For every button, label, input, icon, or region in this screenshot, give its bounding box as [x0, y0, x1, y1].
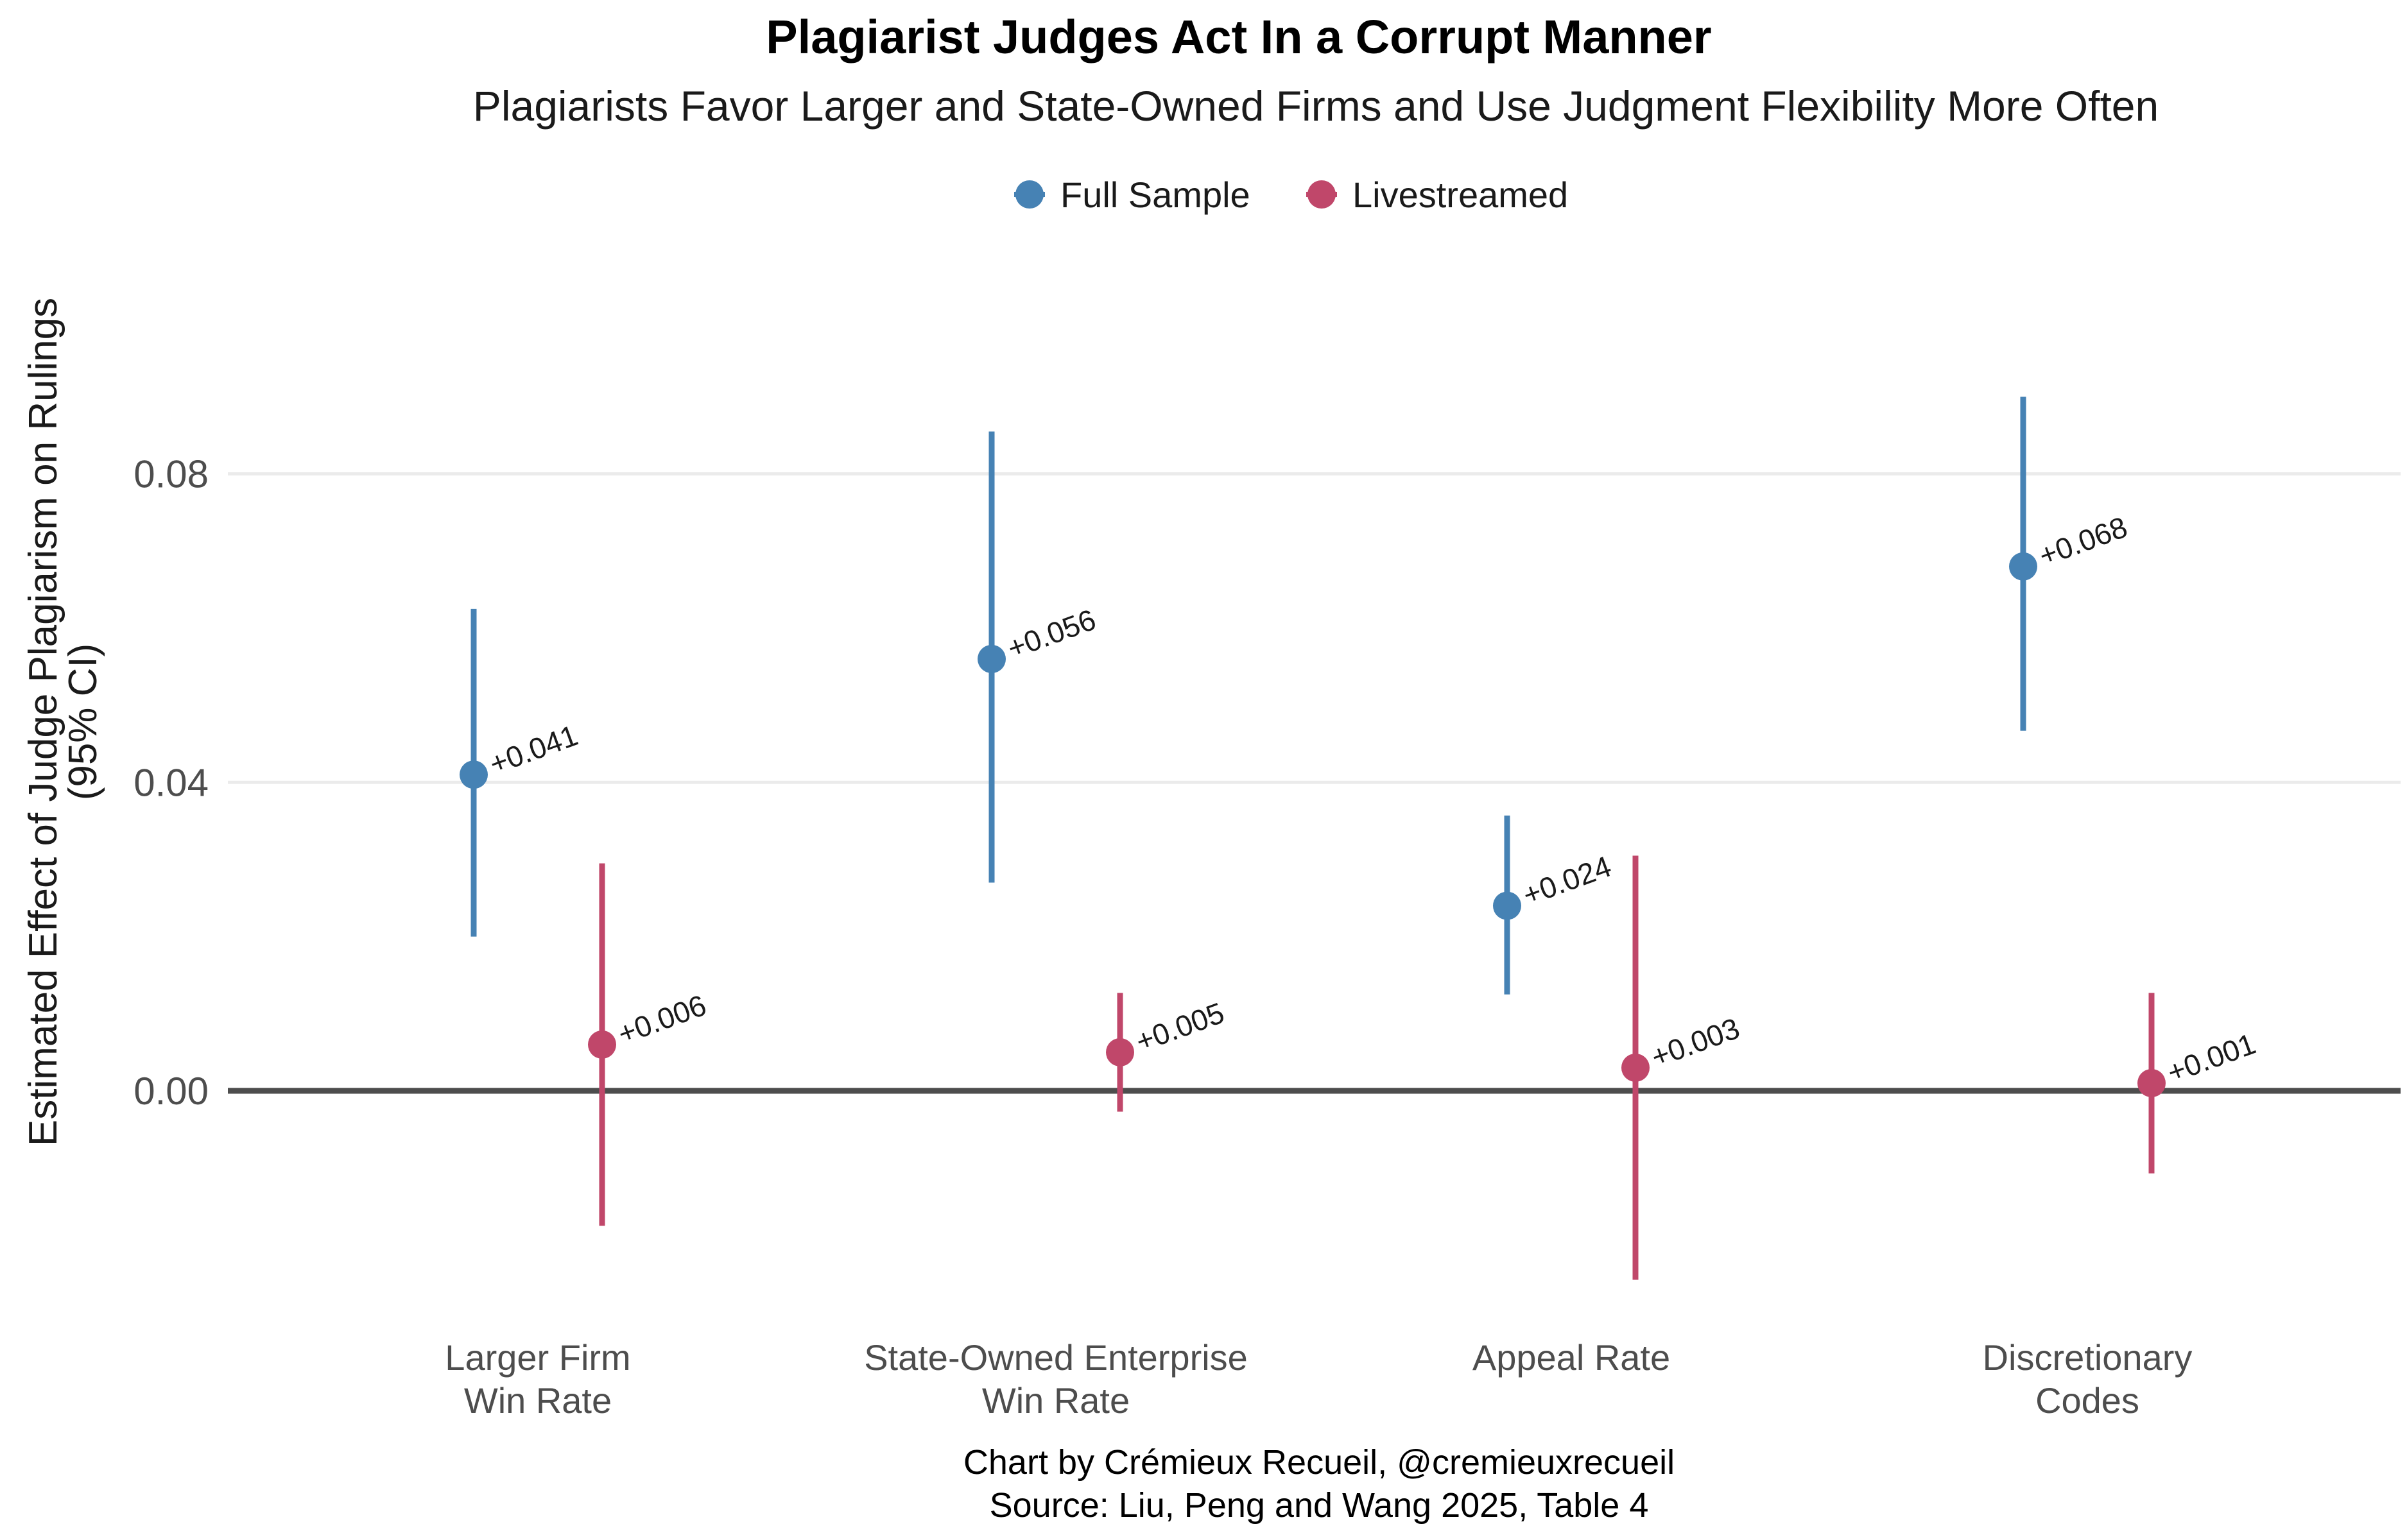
point-estimate — [1493, 891, 1521, 920]
caption-source: Source: Liu, Peng and Wang 2025, Table 4 — [990, 1486, 1649, 1525]
data-label: +0.003 — [1647, 1011, 1744, 1074]
x-tick-label-line2: Win Rate — [464, 1380, 612, 1421]
data-label: +0.024 — [1519, 850, 1616, 912]
point-estimate — [460, 760, 488, 789]
data-label: +0.006 — [614, 988, 711, 1050]
y-tick-label: 0.04 — [134, 761, 209, 804]
y-axis-label-line1: Estimated Effect of Judge Plagiarism on … — [21, 298, 65, 1146]
x-tick-label-line1: Appeal Rate — [1472, 1337, 1670, 1378]
legend-key-point — [1307, 180, 1336, 209]
x-tick-label-line2: Codes — [2035, 1380, 2139, 1421]
x-tick-label-line1: Larger Firm — [445, 1337, 630, 1378]
x-tick-label-line1: Discretionary — [1983, 1337, 2193, 1378]
legend: Full Sample Livestreamed — [1014, 175, 1568, 215]
data-label: +0.005 — [1132, 996, 1229, 1058]
y-axis-label-line2: (95% CI) — [61, 644, 105, 801]
point-estimate — [978, 644, 1006, 673]
data-label: +0.001 — [2163, 1027, 2260, 1089]
chart-title: Plagiarist Judges Act In a Corrupt Manne… — [766, 10, 1711, 64]
x-tick-label-line2: Win Rate — [982, 1380, 1130, 1421]
chart-marks: +0.041+0.056+0.024+0.068+0.006 +0.005 +0.0… — [460, 397, 2260, 1280]
legend-item: Livestreamed — [1306, 175, 1568, 215]
legend-label: Full Sample — [1060, 175, 1250, 215]
point-estimate — [1106, 1038, 1134, 1066]
y-axis-ticks: 0.00 0.04 0.08 — [134, 453, 209, 1113]
point-estimate — [2137, 1068, 2166, 1097]
series-full-sample: +0.041 +0.056 +0.024 +0.068 — [460, 397, 2132, 995]
legend-key-point — [1015, 180, 1044, 209]
caption-credit: Chart by Crémieux Recueil, @cremieuxrecu… — [963, 1443, 1675, 1482]
point-estimate — [1621, 1053, 1650, 1082]
data-label: +0.068 — [2035, 510, 2132, 572]
legend-label: Livestreamed — [1352, 175, 1568, 215]
legend-item: Full Sample — [1014, 175, 1250, 215]
gridlines — [228, 472, 2401, 1094]
chart-subtitle: Plagiarists Favor Larger and State-Owned… — [473, 82, 2159, 130]
y-tick-label: 0.08 — [134, 453, 209, 496]
y-tick-label: 0.00 — [134, 1070, 209, 1113]
data-label: +0.056 — [1003, 603, 1100, 665]
data-label: +0.041 — [485, 718, 582, 780]
point-estimate — [588, 1030, 616, 1059]
series-livestreamed: +0.006 +0.005 +0.003 +0.001 — [588, 855, 2260, 1280]
point-estimate — [2009, 552, 2037, 581]
x-tick-label-line1: State-Owned Enterprise — [864, 1337, 1248, 1378]
